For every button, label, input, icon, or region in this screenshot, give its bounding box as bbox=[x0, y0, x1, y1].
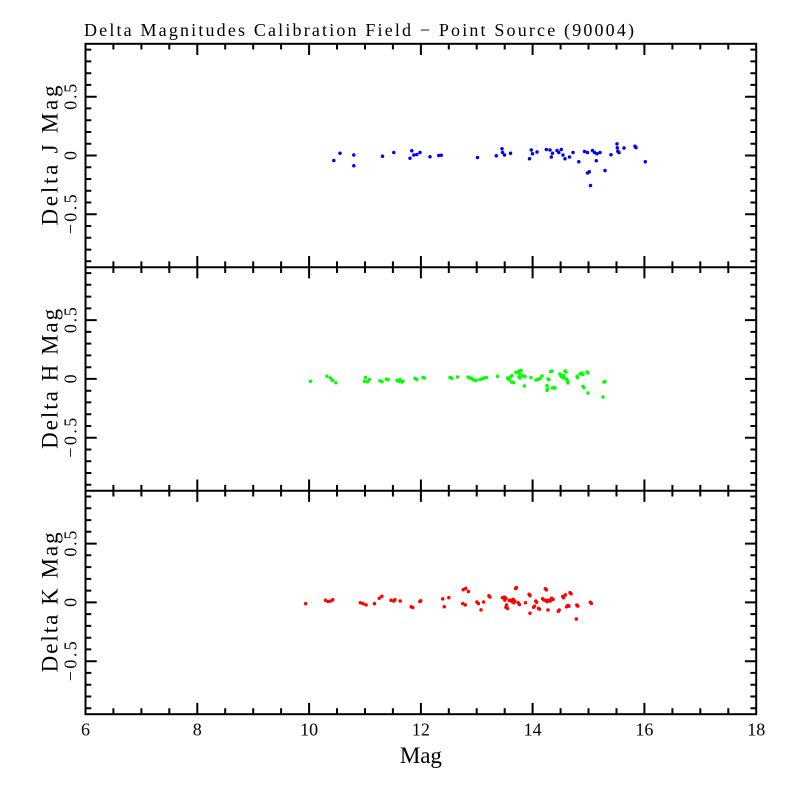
svg-text:−0.5: −0.5 bbox=[61, 194, 81, 234]
svg-text:−0.5: −0.5 bbox=[61, 641, 81, 681]
svg-text:12: 12 bbox=[412, 720, 430, 740]
svg-text:0.5: 0.5 bbox=[61, 84, 81, 110]
svg-text:16: 16 bbox=[635, 720, 653, 740]
svg-text:0: 0 bbox=[61, 151, 81, 160]
svg-text:0: 0 bbox=[61, 374, 81, 383]
svg-text:6: 6 bbox=[81, 720, 90, 740]
svg-text:8: 8 bbox=[193, 720, 202, 740]
svg-text:Delta K Mag: Delta K Mag bbox=[37, 532, 62, 673]
svg-text:Delta H Mag: Delta H Mag bbox=[37, 308, 62, 449]
svg-text:0.5: 0.5 bbox=[61, 307, 81, 333]
svg-text:10: 10 bbox=[300, 720, 318, 740]
svg-text:Delta Magnitudes Calibration F: Delta Magnitudes Calibration Field − Poi… bbox=[84, 20, 634, 41]
svg-text:0.5: 0.5 bbox=[61, 531, 81, 557]
svg-text:−0.5: −0.5 bbox=[61, 418, 81, 458]
svg-text:Mag: Mag bbox=[400, 743, 443, 768]
svg-text:18: 18 bbox=[747, 720, 765, 740]
svg-text:14: 14 bbox=[524, 720, 542, 740]
svg-text:0: 0 bbox=[61, 598, 81, 607]
